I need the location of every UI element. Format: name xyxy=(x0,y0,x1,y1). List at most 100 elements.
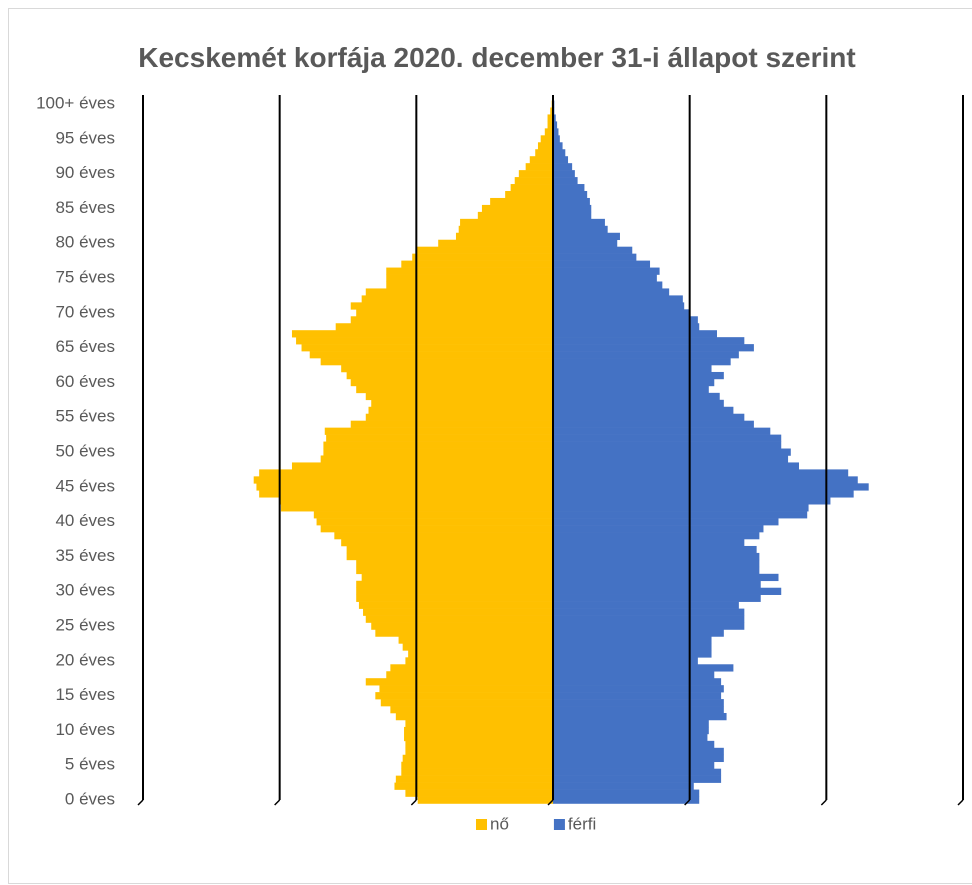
bar xyxy=(458,225,553,234)
bar xyxy=(553,775,722,783)
y-tick-label: 75 éves xyxy=(55,267,115,286)
y-tick-label: 40 éves xyxy=(55,511,115,530)
bar xyxy=(356,385,553,394)
bar xyxy=(553,629,724,637)
bar xyxy=(405,747,553,756)
bar xyxy=(553,469,849,477)
bar xyxy=(408,650,553,658)
bar xyxy=(404,726,553,735)
bar xyxy=(368,406,553,415)
bar xyxy=(553,754,724,763)
bar xyxy=(547,121,553,129)
bar xyxy=(553,462,799,470)
bar xyxy=(553,392,720,401)
bar xyxy=(553,483,869,491)
bar xyxy=(386,267,553,275)
bar xyxy=(350,316,553,324)
bar xyxy=(356,580,553,589)
bar xyxy=(356,566,553,575)
bar xyxy=(518,170,553,178)
bar xyxy=(553,678,722,686)
y-tick-label: 85 éves xyxy=(55,198,115,217)
bar xyxy=(553,184,585,192)
bar xyxy=(553,448,791,456)
bar xyxy=(553,573,779,582)
bar xyxy=(553,323,700,331)
bar xyxy=(296,337,553,345)
bar xyxy=(514,177,553,185)
bar xyxy=(404,733,553,742)
bar xyxy=(553,713,727,721)
bar xyxy=(553,497,831,505)
bar xyxy=(356,594,553,602)
y-tick-label: 100+ éves xyxy=(36,93,115,112)
bar xyxy=(553,566,760,575)
bar xyxy=(553,135,560,143)
tick-mark xyxy=(684,799,691,806)
bar xyxy=(356,587,553,595)
bar xyxy=(553,504,809,512)
bar xyxy=(350,302,553,310)
bar xyxy=(346,545,553,554)
bar xyxy=(510,184,553,192)
bar xyxy=(341,365,553,373)
y-tick-label: 55 éves xyxy=(55,407,115,426)
bar xyxy=(553,114,556,122)
bar xyxy=(553,197,590,206)
bar xyxy=(405,657,553,665)
bar xyxy=(380,699,553,707)
bar xyxy=(323,441,553,449)
bar xyxy=(553,427,771,435)
bar xyxy=(390,706,553,714)
bar xyxy=(553,288,670,296)
bar xyxy=(259,469,553,477)
bar xyxy=(477,211,553,220)
bar xyxy=(550,107,553,115)
bar xyxy=(553,747,724,756)
bar xyxy=(553,532,760,540)
bar xyxy=(402,754,553,763)
bar xyxy=(553,664,734,672)
y-tick-label: 20 éves xyxy=(55,650,115,669)
bar xyxy=(375,629,553,637)
chart-title: Kecskemét korfája 2020. december 31-i ál… xyxy=(138,42,856,73)
bar xyxy=(553,594,761,602)
y-tick-label: 5 éves xyxy=(65,755,115,774)
bar xyxy=(537,142,553,150)
bar xyxy=(529,156,553,164)
frame xyxy=(8,8,972,884)
bar xyxy=(553,309,690,317)
bar xyxy=(553,622,745,630)
bar xyxy=(553,587,782,595)
bar xyxy=(390,664,553,672)
bar xyxy=(553,539,745,547)
bar xyxy=(553,267,660,275)
bar xyxy=(405,789,553,797)
y-tick-label: 30 éves xyxy=(55,581,115,600)
bar xyxy=(320,455,553,463)
bar xyxy=(553,740,715,749)
bar xyxy=(301,344,553,352)
bar xyxy=(553,434,782,442)
bar xyxy=(547,114,553,122)
bar xyxy=(553,511,808,519)
bar xyxy=(356,559,553,568)
y-tick-label: 15 éves xyxy=(55,685,115,704)
bar xyxy=(395,713,553,721)
bar xyxy=(553,232,620,241)
bar xyxy=(553,761,715,769)
bar xyxy=(490,197,553,206)
bar xyxy=(553,365,712,373)
bar xyxy=(553,789,700,797)
bar xyxy=(365,413,553,421)
bar xyxy=(553,302,685,310)
legend-swatch xyxy=(553,819,565,830)
bar xyxy=(417,796,553,804)
bar xyxy=(553,706,724,714)
bar xyxy=(402,643,553,651)
bar xyxy=(553,316,698,324)
bar xyxy=(291,330,553,338)
y-tick-label: 90 éves xyxy=(55,163,115,182)
bar xyxy=(553,218,605,227)
bar xyxy=(553,406,734,415)
